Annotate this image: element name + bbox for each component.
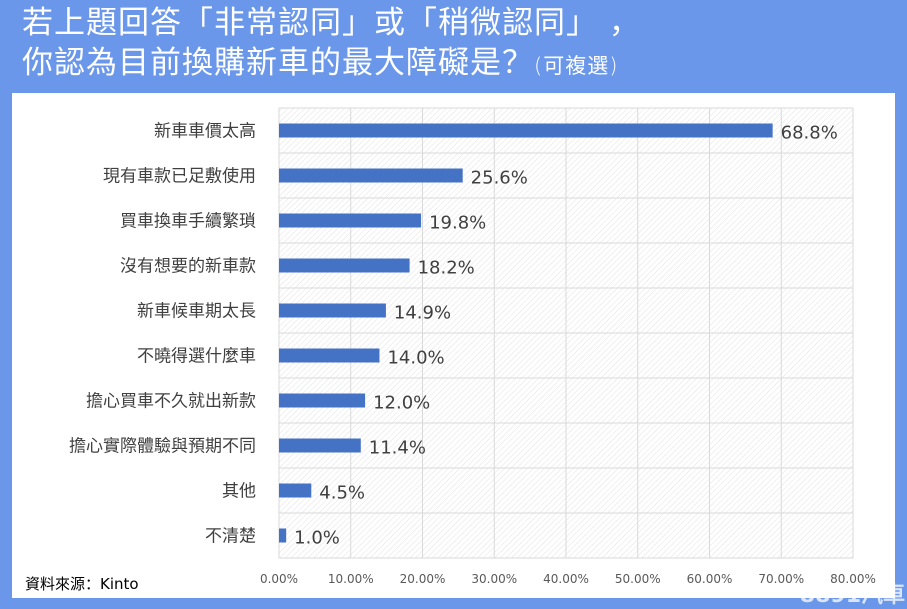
bar	[279, 528, 287, 543]
bar	[279, 348, 380, 363]
value-label: 18.2%	[418, 258, 475, 279]
watermark: 8891汽車	[799, 583, 905, 608]
value-label: 4.5%	[319, 483, 365, 504]
bar	[279, 258, 410, 273]
value-label: 19.8%	[429, 213, 486, 234]
category-label: 擔心實際體驗與預期不同	[69, 437, 256, 457]
value-label: 1.0%	[294, 528, 340, 549]
category-label: 其他	[222, 482, 256, 502]
x-tick-label: 60.00%	[687, 572, 733, 586]
x-tick-label: 50.00%	[615, 572, 661, 586]
x-tick-label: 70.00%	[758, 572, 804, 586]
category-label: 新車車價太高	[154, 122, 256, 142]
category-label: 不曉得選什麼車	[137, 347, 256, 367]
x-tick-label: 10.00%	[328, 572, 374, 586]
bar	[279, 393, 366, 408]
category-label: 擔心買車不久就出新款	[86, 392, 256, 412]
value-label: 25.6%	[471, 168, 528, 189]
value-label: 14.9%	[394, 303, 451, 324]
bar	[279, 483, 312, 498]
value-label: 11.4%	[369, 438, 426, 459]
category-label: 現有車款已足敷使用	[103, 166, 256, 187]
value-label: 68.8%	[781, 123, 838, 144]
title-line-1: 若上題回答「非常認同」或「稍微認同」 ，	[22, 5, 641, 41]
value-label: 12.0%	[373, 393, 430, 414]
category-label: 買車換車手續繁瑣	[120, 212, 256, 232]
title-line-2: 你認為目前換購新車的最大障礙是？(可複選)	[22, 44, 618, 85]
x-tick-label: 20.00%	[400, 572, 446, 586]
x-tick-label: 80.00%	[830, 572, 876, 586]
bar	[279, 213, 422, 228]
bar	[279, 168, 463, 183]
category-label: 新車候車期太長	[137, 302, 256, 322]
source-label: 資料來源：Kinto	[25, 575, 139, 593]
title-note: (可複選)	[534, 54, 619, 78]
x-tick-label: 30.00%	[471, 572, 517, 586]
category-label: 不清楚	[205, 527, 256, 547]
bar	[279, 123, 773, 138]
x-tick-label: 40.00%	[543, 572, 589, 586]
bar	[279, 438, 361, 453]
bar	[279, 303, 386, 318]
value-label: 14.0%	[387, 348, 444, 369]
title-question: 你認為目前換購新車的最大障礙是？	[22, 45, 534, 81]
category-label: 沒有想要的新車款	[120, 257, 256, 277]
x-tick-label: 0.00%	[260, 572, 298, 586]
